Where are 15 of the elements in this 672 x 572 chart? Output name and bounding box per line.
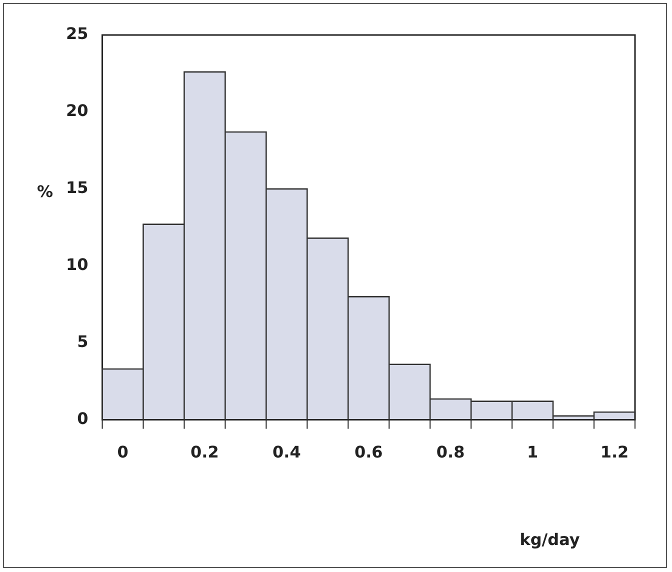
x-tick-label: 1.2 — [600, 442, 629, 462]
y-tick-label: 0 — [77, 408, 88, 428]
y-tick-label: 10 — [66, 255, 88, 274]
y-tick-label: 25 — [66, 24, 88, 44]
y-tick-label: 15 — [66, 178, 88, 198]
x-tick-label: 0.6 — [354, 442, 383, 462]
x-axis-title: kg/day — [520, 530, 580, 550]
x-tick-label: 1 — [526, 442, 538, 462]
y-axis-title: % — [36, 182, 54, 201]
x-tick-label: 0.2 — [190, 442, 219, 462]
x-tick-label: 0 — [117, 442, 128, 462]
y-tick-label: 5 — [77, 332, 88, 351]
x-tick-label: 0.4 — [272, 442, 301, 462]
y-tick-label: 20 — [66, 101, 88, 120]
x-tick-label: 0.8 — [436, 442, 465, 462]
